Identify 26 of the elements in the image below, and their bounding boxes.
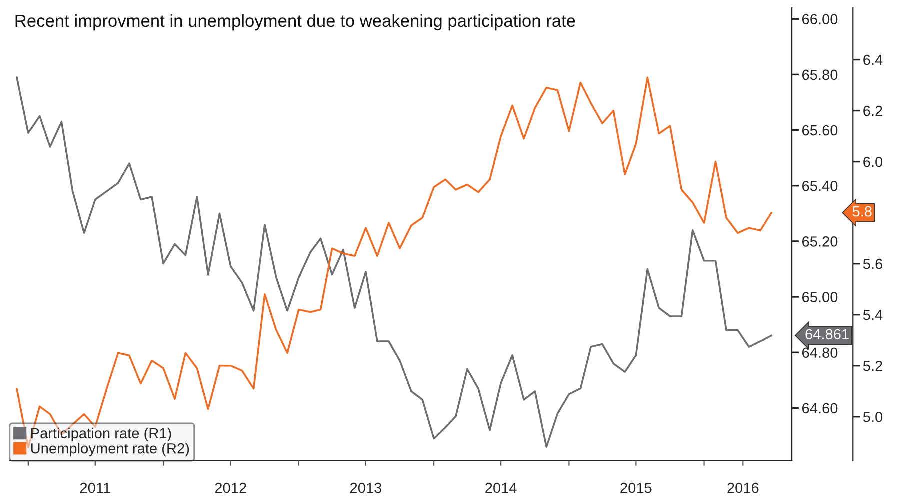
y2-tick-label: 5.4 bbox=[863, 310, 883, 320]
y2-tick-label: 6.0 bbox=[864, 156, 883, 168]
annotation: 64.861 bbox=[806, 329, 849, 340]
chart-title: Recent improvment in unemployment due to weakening participation rate bbox=[16, 14, 576, 31]
y-tick-label: 65.60 bbox=[802, 125, 838, 136]
y-tick-label: 65.20 bbox=[802, 236, 838, 247]
y2-tick-label: 5.2 bbox=[863, 360, 882, 372]
legend-label: Participation rate (R1) bbox=[32, 428, 172, 442]
y-tick-label: 65.80 bbox=[802, 70, 838, 80]
y2-tick-label: 6.2 bbox=[864, 106, 882, 116]
x-tick-label: 2012 bbox=[215, 482, 246, 494]
x-tick-label: 2015 bbox=[620, 482, 652, 494]
y2-tick-label: 5.6 bbox=[863, 258, 882, 270]
x-tick-label: 2013 bbox=[350, 482, 382, 494]
y-tick-label: 64.80 bbox=[802, 348, 838, 358]
y2-tick-label: 6.4 bbox=[864, 54, 883, 66]
legend-label: Unemployment rate (R2) bbox=[31, 443, 190, 457]
y-tick-label: 65.40 bbox=[802, 180, 838, 192]
y2-tick-label: 5.0 bbox=[863, 412, 883, 422]
x-tick-label: 2016 bbox=[728, 482, 759, 494]
text: 5.8 bbox=[852, 206, 872, 217]
y-tick-label: 64.60 bbox=[802, 403, 838, 414]
x-tick-label: 2014 bbox=[486, 482, 517, 494]
y-tick-label: 65.00 bbox=[802, 292, 838, 302]
y-tick-label: 66.00 bbox=[802, 14, 838, 25]
x-tick-label: 2011 bbox=[80, 482, 110, 494]
